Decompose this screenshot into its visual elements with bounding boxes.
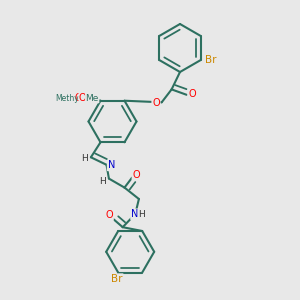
Text: Me: Me [85, 94, 99, 103]
Text: Br: Br [111, 274, 123, 284]
Text: O: O [152, 98, 160, 108]
Text: O: O [105, 210, 113, 220]
Text: N: N [131, 209, 138, 219]
Text: H: H [139, 210, 145, 219]
Text: O: O [188, 89, 196, 99]
Text: Br: Br [205, 55, 216, 65]
Text: O: O [132, 170, 140, 180]
Text: O: O [74, 93, 82, 103]
Text: Methyl: Methyl [56, 94, 82, 103]
Text: O: O [79, 93, 86, 103]
Text: H: H [81, 154, 88, 163]
Text: H: H [100, 177, 106, 186]
Text: N: N [108, 160, 115, 170]
